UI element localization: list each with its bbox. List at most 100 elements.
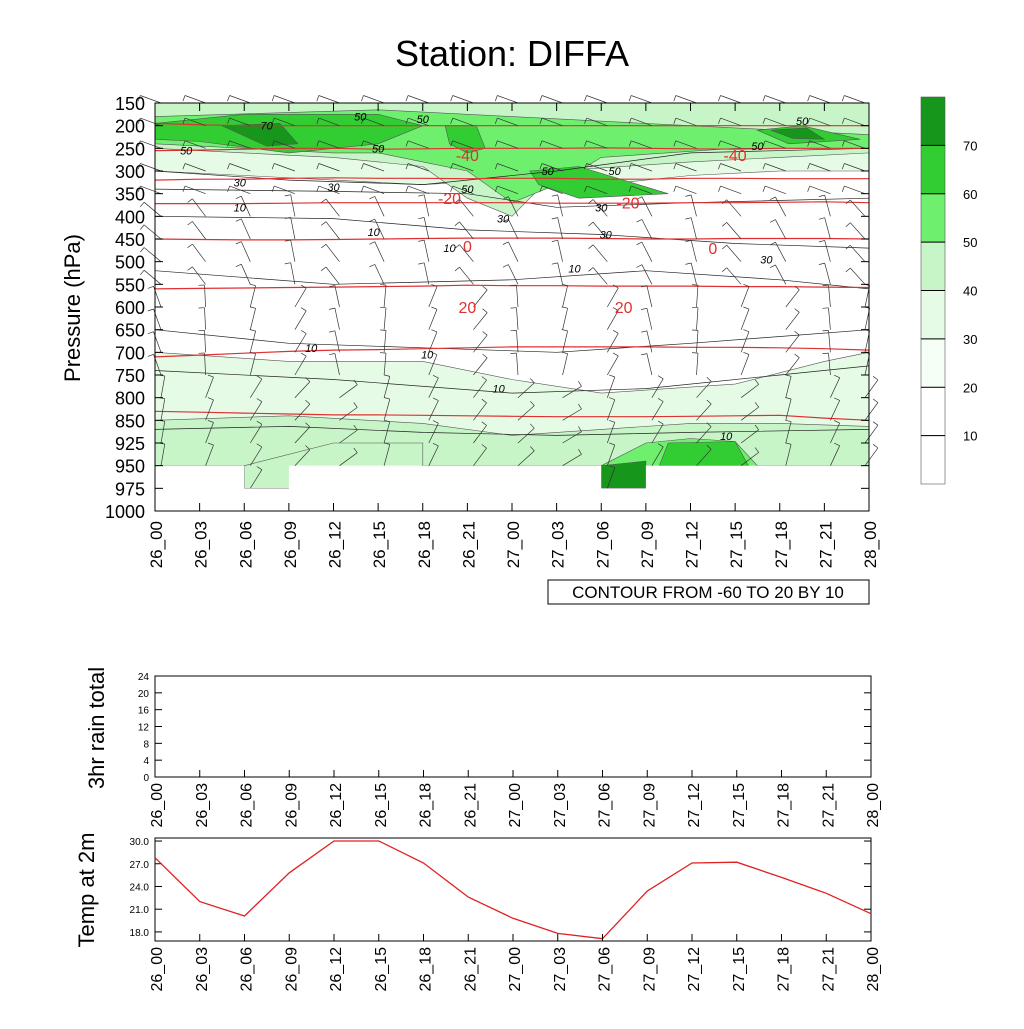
wind-barb xyxy=(241,242,250,262)
wind-barb xyxy=(563,354,568,375)
wind-barb xyxy=(335,308,340,330)
wind-barb-flag xyxy=(361,96,363,102)
rain-time-label: 26_15 xyxy=(373,783,390,828)
wind-barb-flag xyxy=(743,330,749,332)
pressure-tick-label: 600 xyxy=(115,298,145,318)
wind-barb xyxy=(697,285,699,307)
temp-axis-label: Temp at 2m xyxy=(74,833,99,948)
wind-barb xyxy=(192,267,205,285)
wind-barb-flag xyxy=(552,263,558,264)
wind-barb xyxy=(607,356,618,375)
colorbar-box xyxy=(921,97,945,145)
wind-contour-label: 10 xyxy=(720,431,733,443)
wind-barb xyxy=(517,308,519,330)
rain-time-label: 27_21 xyxy=(820,783,837,828)
wind-barb xyxy=(825,240,831,261)
wind-barb-flag xyxy=(329,331,335,332)
wind-contour-label: 30 xyxy=(760,254,773,266)
wind-barb xyxy=(607,333,618,352)
rain-tick-label: 4 xyxy=(143,756,149,767)
wind-barb xyxy=(250,308,255,329)
wind-barb xyxy=(460,222,474,239)
wind-barb-flag xyxy=(819,240,825,242)
wind-barb-flag xyxy=(369,219,374,222)
wind-barb xyxy=(542,96,563,104)
wind-barb xyxy=(508,265,518,285)
wind-barb-flag xyxy=(148,309,154,311)
time-tick-label: 27_03 xyxy=(549,521,568,568)
rain-axis-label: 3hr rain total xyxy=(84,667,109,789)
wind-barb xyxy=(691,218,696,239)
rain-time-label: 26_12 xyxy=(328,783,345,828)
temp-tick-label: 27.0 xyxy=(130,860,150,871)
wind-barb-flag xyxy=(317,96,319,102)
wind-barb xyxy=(697,308,699,330)
wind-barb xyxy=(192,199,205,217)
wind-barb-flag xyxy=(637,219,642,222)
pressure-tick-label: 250 xyxy=(115,139,145,159)
wind-barb xyxy=(721,96,742,104)
wind-barb-flag xyxy=(483,286,488,290)
wind-barb-flag xyxy=(808,96,810,102)
rain-tick-label: 12 xyxy=(138,723,150,734)
wind-barb xyxy=(642,219,652,239)
time-tick-label: 26_00 xyxy=(147,521,166,568)
wind-barb-flag xyxy=(250,284,256,286)
wind-barb-flag xyxy=(285,263,291,264)
temp-time-label: 26_09 xyxy=(283,947,300,992)
temp-time-label: 27_06 xyxy=(597,947,614,992)
wind-barb xyxy=(375,264,384,284)
wind-barb-flag xyxy=(148,286,154,288)
wind-barb-flag xyxy=(183,96,185,102)
wind-barb-flag xyxy=(674,186,676,192)
wind-barb xyxy=(429,287,437,307)
wind-barb xyxy=(375,196,384,216)
temp-time-label: 26_00 xyxy=(149,947,166,992)
wind-barb-flag xyxy=(188,244,193,248)
time-tick-label: 27_09 xyxy=(638,521,657,568)
rain-time-label: 27_15 xyxy=(731,783,748,828)
wind-barb-flag xyxy=(455,222,460,226)
wind-barb-flag xyxy=(380,285,386,286)
wind-barb xyxy=(647,354,652,375)
rain-time-label: 27_03 xyxy=(552,783,569,828)
wind-barb xyxy=(192,221,205,239)
wind-barb-flag xyxy=(236,196,242,199)
time-tick-label: 26_06 xyxy=(236,521,255,568)
wind-barb-flag xyxy=(321,244,326,248)
temp-time-label: 26_06 xyxy=(239,947,256,992)
wind-contour-label: 10 xyxy=(368,227,381,239)
wind-contour-label: 10 xyxy=(443,243,456,255)
pressure-tick-label: 1000 xyxy=(105,502,145,522)
wind-barb xyxy=(295,288,306,307)
wind-barb-flag xyxy=(483,309,488,313)
contour-info-label: CONTOUR FROM -60 TO 20 BY 10 xyxy=(572,583,844,602)
wind-barb-flag xyxy=(808,186,810,192)
wind-barb xyxy=(144,225,161,239)
wind-barb-flag xyxy=(842,96,844,102)
colorbar-box xyxy=(921,242,945,290)
wind-barb-flag xyxy=(369,242,374,245)
wind-barb-flag xyxy=(503,265,508,268)
rain-time-label: 27_12 xyxy=(686,783,703,828)
wind-barb xyxy=(408,96,429,104)
wind-barb-flag xyxy=(613,330,618,333)
wind-barb xyxy=(291,240,295,262)
wind-barb xyxy=(429,309,437,329)
wind-barb-flag xyxy=(823,353,829,354)
colorbar-box xyxy=(921,291,945,339)
wind-barb-flag xyxy=(562,307,568,308)
colorbar-label: 20 xyxy=(963,380,977,395)
wind-barb xyxy=(810,96,831,104)
temp-contour-label: 0 xyxy=(708,241,717,258)
wind-barb xyxy=(593,245,607,262)
time-tick-label: 28_00 xyxy=(861,521,880,568)
wind-barb xyxy=(185,96,206,104)
colorbar-label: 40 xyxy=(963,284,977,299)
wind-contour-label: 10 xyxy=(234,202,247,214)
wind-barb xyxy=(741,287,749,308)
wind-barb xyxy=(364,186,385,194)
pressure-tick-label: 550 xyxy=(115,275,145,295)
wind-barb xyxy=(775,197,785,216)
